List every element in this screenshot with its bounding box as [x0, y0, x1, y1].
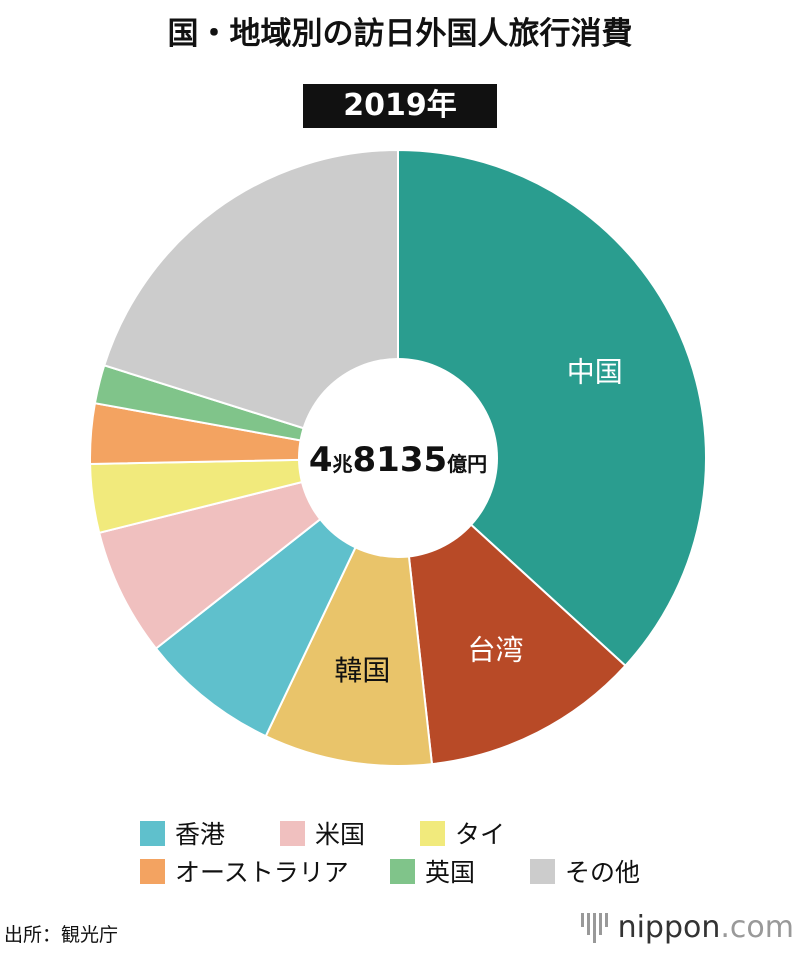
legend-swatch — [280, 820, 305, 846]
logo-bars-icon — [580, 912, 608, 943]
legend-item: オーストラリア — [140, 853, 349, 889]
legend-item: 米国 — [280, 815, 365, 851]
slice-8 — [103, 148, 399, 460]
slice-0 — [397, 148, 707, 668]
legend-swatch — [420, 820, 445, 846]
legend-label: 米国 — [315, 820, 366, 849]
legend-item: 英国 — [390, 853, 475, 889]
source-note: 出所：観光庁 — [4, 924, 119, 946]
legend-item: 香港 — [140, 815, 225, 851]
chart-title: 国・地域別の訪日外国人旅行消費 — [167, 16, 633, 52]
slice-label-2: 韓国 — [334, 654, 390, 687]
slice-label-0: 中国 — [567, 355, 623, 388]
logo-suffix: .com — [720, 910, 794, 945]
logo-text: nippon — [617, 910, 721, 945]
legend-swatch — [390, 858, 415, 884]
legend-label: その他 — [565, 858, 641, 887]
year-badge: 2019年 — [303, 84, 497, 128]
legend-swatch — [140, 858, 165, 884]
center-total: 4兆8135億円 — [309, 440, 487, 480]
legend-label: タイ — [455, 820, 506, 849]
legend-label: 英国 — [425, 858, 476, 887]
legend-swatch — [530, 858, 555, 884]
legend-item: タイ — [420, 815, 505, 851]
legend-label: 香港 — [175, 820, 226, 849]
legend-item: その他 — [530, 853, 640, 889]
legend-label: オーストラリア — [175, 858, 349, 887]
legend-swatch — [140, 820, 165, 846]
nippon-logo: nippon .com — [580, 910, 794, 945]
donut-hole — [298, 358, 498, 558]
slice-label-1: 台湾 — [467, 634, 523, 667]
